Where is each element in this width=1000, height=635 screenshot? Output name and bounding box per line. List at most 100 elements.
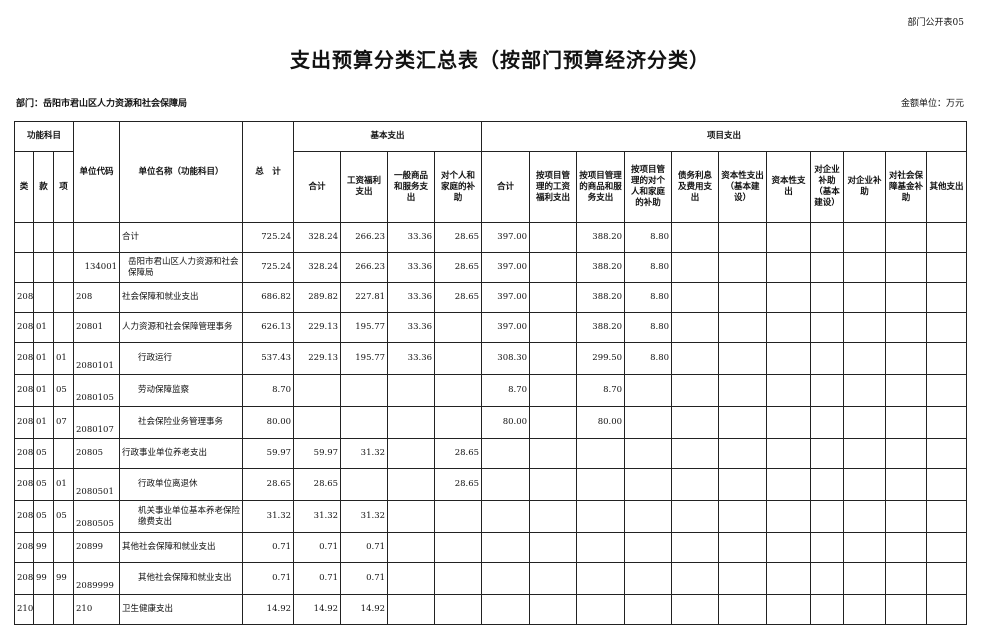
cell-amount [718,438,768,469]
cell-amount [481,532,531,563]
cell-amount: 31.32 [340,500,389,533]
cell-xiang: 07 [52,406,75,439]
cell-amount: 0.71 [340,532,389,563]
cell-amount: 397.00 [481,312,531,343]
cell-amount [810,374,845,407]
cell-amount: 229.13 [293,312,342,343]
cell-unit-code: 2080505 [73,500,121,533]
header-basic-col: 对个人和家庭的补助 [434,151,483,223]
header-project-col: 对社会保障基金补助 [885,151,928,223]
cell-amount: 266.23 [340,252,389,283]
cell-amount [434,562,483,595]
cell-amount [926,252,968,283]
cell-amount [766,374,812,407]
header-unit-name: 单位名称（功能科目） [119,121,244,223]
cell-amount [843,500,887,533]
cell-unit-name: 社会保障和就业支出 [119,282,244,313]
cell-amount [926,342,968,375]
cell-amount [885,438,928,469]
table-row: 208 01 20801 人力资源和社会保障管理事务 626.13 229.13 195.7… [14,312,968,343]
table-row: 134001 岳阳市君山区人力资源和社会保障局 725.24 328.24 266.23… [14,252,968,283]
cell-amount [576,500,626,533]
cell-amount [766,594,812,625]
cell-amount [387,374,436,407]
cell-amount [885,222,928,253]
cell-amount [340,374,389,407]
cell-amount [766,342,812,375]
cell-amount: 8.80 [624,312,673,343]
cell-amount [529,252,578,283]
cell-amount [434,406,483,439]
cell-amount: 0.71 [293,562,342,595]
table-row: 208 05 20805 行政事业单位养老支出 59.97 59.97 31.32 28.65 [14,438,968,469]
cell-amount [529,282,578,313]
cell-kuan [33,222,54,253]
cell-unit-code: 208 [73,282,121,313]
cell-xiang [52,252,75,283]
header-project-col: 对企业补助（基本建设） [810,151,845,223]
cell-amount: 8.80 [624,252,673,283]
cell-amount: 31.32 [293,500,342,533]
cell-kuan [33,282,54,313]
cell-amount [387,438,436,469]
cell-amount [718,562,768,595]
cell-unit-code: 2080101 [73,342,121,375]
cell-unit-name: 岳阳市君山区人力资源和社会保障局 [119,252,244,283]
cell-amount [624,468,673,501]
cell-amount [671,342,720,375]
table-row: 208 05 05 2080505 机关事业单位基本养老保险缴费支出 31.32 31.32… [14,500,968,533]
cell-kuan: 99 [33,562,54,595]
cell-unit-name: 行政事业单位养老支出 [119,438,244,469]
cell-lei: 208 [14,438,34,469]
cell-unit-name: 其他社会保障和就业支出 [119,532,244,563]
header-xiang: 项 [52,151,75,223]
cell-unit-code: 2080105 [73,374,121,407]
cell-amount [293,374,342,407]
cell-amount [843,468,887,501]
cell-amount [885,532,928,563]
cell-amount [718,252,768,283]
cell-amount: 626.13 [242,312,295,343]
header-lei: 类 [14,151,34,223]
cell-kuan: 01 [33,312,54,343]
cell-amount: 328.24 [293,222,342,253]
cell-amount [843,374,887,407]
form-number: 部门公开表05 [907,18,964,28]
cell-amount [885,468,928,501]
department-label: 部门：岳阳市君山区人力资源和社会保障局 [16,99,188,109]
cell-amount: 229.13 [293,342,342,375]
header-basic-col: 一般商品和服务支出 [387,151,436,223]
cell-unit-name: 行政运行 [119,342,244,375]
cell-amount [810,282,845,313]
cell-amount [810,252,845,283]
cell-xiang: 05 [52,500,75,533]
cell-amount [926,222,968,253]
cell-amount [387,562,436,595]
cell-kuan: 05 [33,438,54,469]
cell-amount [624,500,673,533]
cell-amount: 31.32 [340,438,389,469]
cell-amount [766,312,812,343]
cell-kuan: 01 [33,374,54,407]
cell-kuan: 05 [33,500,54,533]
cell-amount [671,468,720,501]
header-function-subject: 功能科目 [13,121,75,152]
cell-amount: 8.80 [624,282,673,313]
cell-unit-code: 20801 [73,312,121,343]
cell-amount [810,406,845,439]
cell-amount [624,594,673,625]
cell-amount: 33.36 [387,342,436,375]
cell-amount [885,282,928,313]
cell-unit-name: 卫生健康支出 [119,594,244,625]
cell-amount: 227.81 [340,282,389,313]
header-project-col: 资本性支出 [766,151,812,223]
cell-amount: 28.65 [434,468,483,501]
cell-amount [766,406,812,439]
cell-amount [885,374,928,407]
cell-amount: 28.65 [434,438,483,469]
cell-amount [529,342,578,375]
cell-amount [671,252,720,283]
cell-unit-code: 210 [73,594,121,625]
cell-amount [718,374,768,407]
cell-unit-name: 行政单位离退休 [119,468,244,501]
